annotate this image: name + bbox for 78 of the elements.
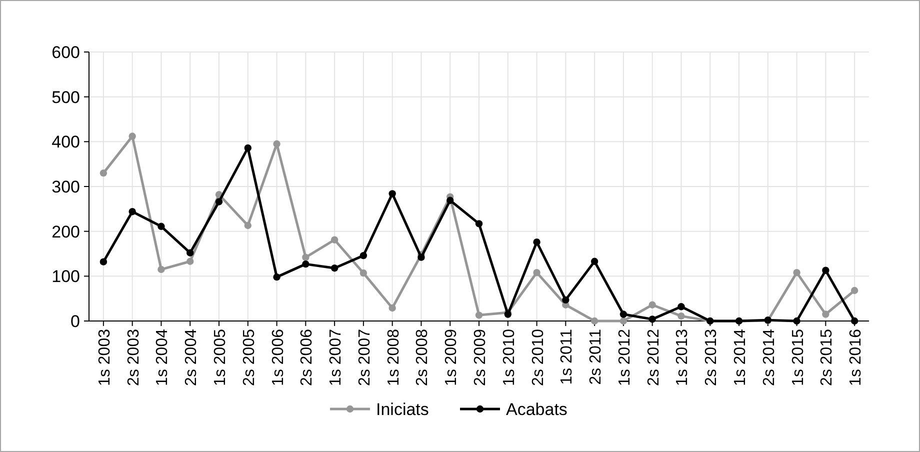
y-tick-label: 500: [52, 88, 80, 107]
point: [330, 264, 338, 272]
point: [128, 132, 136, 140]
x-tick-label: 2s 2008: [414, 328, 432, 386]
point: [330, 236, 338, 244]
x-tick-label: 2s 2009: [472, 328, 489, 386]
point: [388, 190, 396, 198]
point: [158, 266, 165, 274]
point: [678, 303, 685, 310]
x-tick-label: 1s 2015: [790, 328, 807, 386]
x-tick-label: 1s 2011: [558, 328, 576, 385]
x-tick-label: 1s 2014: [732, 328, 749, 386]
point: [678, 312, 685, 320]
x-tick-label: 1s 2013: [674, 328, 692, 386]
x-tick-label: 1s 2008: [385, 328, 402, 386]
x-tick-label: 2s 2004: [183, 328, 200, 386]
point: [562, 296, 570, 304]
point: [128, 208, 136, 216]
x-tick-label: 1s 2007: [328, 328, 345, 386]
x-tick-label: 1s 2010: [500, 328, 518, 386]
point: [648, 316, 656, 323]
point: [100, 258, 108, 266]
point: [822, 266, 830, 274]
point: [244, 144, 252, 152]
x-tick-label: 2s 2013: [703, 328, 720, 386]
point: [100, 169, 108, 177]
y-tick-label: 600: [52, 42, 80, 62]
legend-label: Acabats: [506, 400, 568, 419]
y-tick-label: 300: [52, 177, 80, 196]
point: [273, 140, 280, 148]
point: [793, 317, 800, 325]
point: [648, 301, 656, 308]
x-tick-label: 2s 2005: [240, 328, 258, 386]
point: [533, 268, 540, 276]
x-tick-label: 1s 2003: [96, 328, 114, 386]
point: [418, 254, 425, 261]
x-tick-label: 1s 2016: [848, 328, 865, 386]
point: [302, 260, 310, 268]
point: [388, 304, 396, 312]
y-tick-label: 400: [52, 132, 80, 152]
point: [186, 249, 194, 256]
point: [475, 220, 483, 228]
x-tick-label: 2s 2012: [645, 328, 662, 386]
y-tick-label: 100: [52, 267, 80, 286]
x-tick-label: 2s 2010: [530, 328, 547, 386]
point: [186, 258, 194, 265]
x-tick-label: 1s 2006: [270, 328, 287, 386]
point: [850, 286, 858, 294]
point: [620, 310, 628, 318]
x-tick-label: 2s 2007: [356, 328, 374, 386]
point: [590, 258, 598, 265]
x-tick-label: 2s 2003: [125, 328, 142, 386]
point: [793, 268, 800, 276]
legend-label: Iniciats: [376, 400, 429, 419]
x-tick-label: 1s 2005: [212, 328, 229, 386]
x-tick-label: 2s 2014: [760, 328, 778, 386]
point: [302, 254, 310, 261]
point: [590, 317, 598, 325]
point: [244, 222, 252, 230]
x-tick-label: 2s 2015: [818, 328, 836, 386]
point: [446, 196, 454, 204]
y-tick-label: 200: [52, 222, 80, 242]
point: [273, 273, 280, 281]
point: [475, 312, 483, 319]
point: [158, 222, 165, 230]
x-tick-label: 2s 2006: [298, 328, 316, 386]
point: [850, 317, 858, 325]
x-tick-label: 2s 2011: [588, 328, 605, 385]
y-tick-label: 0: [70, 312, 80, 331]
point: [822, 310, 830, 318]
x-tick-label: 1s 2009: [443, 328, 460, 386]
point: [360, 252, 368, 260]
point: [620, 317, 628, 325]
x-tick-label: 1s 2004: [154, 328, 172, 386]
point: [533, 238, 540, 246]
point: [215, 198, 223, 206]
point: [360, 269, 368, 277]
x-tick-label: 1s 2012: [616, 328, 634, 386]
